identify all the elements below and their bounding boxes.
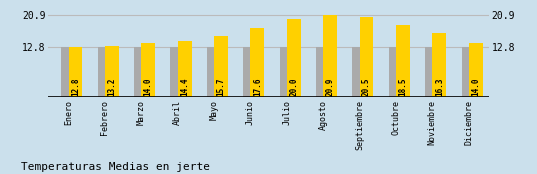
Text: 14.4: 14.4 (180, 78, 189, 96)
Bar (243, 47, 257, 97)
Text: 17.6: 17.6 (253, 78, 262, 96)
Text: 20.0: 20.0 (289, 78, 298, 96)
Bar (105, 46, 119, 97)
Bar (360, 17, 374, 97)
Bar (141, 42, 155, 97)
Text: 18.5: 18.5 (398, 78, 408, 96)
Bar (316, 47, 330, 97)
Bar (425, 47, 439, 97)
Bar (69, 47, 82, 97)
Bar (61, 47, 75, 97)
Bar (214, 36, 228, 97)
Bar (432, 33, 446, 97)
Text: 20.9: 20.9 (325, 78, 335, 96)
Text: 20.5: 20.5 (362, 78, 371, 96)
Text: 14.0: 14.0 (144, 78, 153, 96)
Text: 13.2: 13.2 (107, 78, 117, 96)
Bar (98, 47, 112, 97)
Bar (170, 47, 184, 97)
Bar (462, 47, 475, 97)
Text: 12.8: 12.8 (71, 78, 80, 96)
Bar (280, 47, 293, 97)
Text: Temperaturas Medias en jerte: Temperaturas Medias en jerte (21, 162, 211, 172)
Bar (323, 15, 337, 97)
Text: 15.7: 15.7 (216, 78, 226, 96)
Bar (352, 47, 366, 97)
Bar (469, 42, 483, 97)
Bar (178, 41, 192, 97)
Bar (396, 25, 410, 97)
Bar (207, 47, 221, 97)
Bar (287, 19, 301, 97)
Bar (250, 28, 264, 97)
Bar (134, 47, 148, 97)
Text: 16.3: 16.3 (435, 78, 444, 96)
Text: 14.0: 14.0 (471, 78, 480, 96)
Bar (389, 47, 403, 97)
